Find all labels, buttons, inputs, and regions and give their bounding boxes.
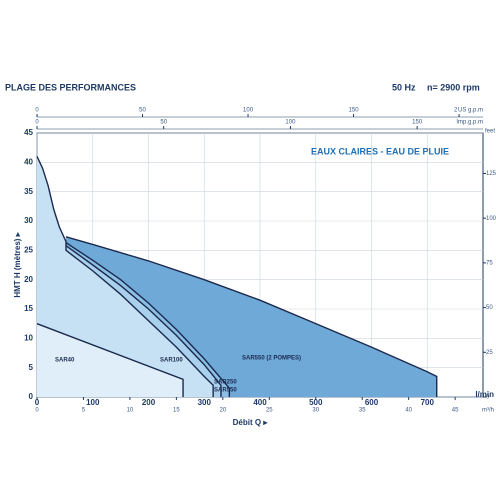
top-tick-label: 0 xyxy=(35,120,39,126)
y-tick-label: 35 xyxy=(24,187,33,196)
area-fill xyxy=(37,156,214,397)
speed: n= 2900 rpm xyxy=(427,82,480,92)
x-tick-label: 300 xyxy=(198,398,212,407)
x-tick-label: 400 xyxy=(253,398,267,407)
y2-tick-label: 0 xyxy=(486,395,490,401)
top-tick-label: 50 xyxy=(160,120,167,126)
series-label: SAR250 xyxy=(214,380,237,386)
y-tick-label: 15 xyxy=(24,304,33,313)
top-tick-label: 150 xyxy=(349,108,360,114)
y-tick-label: 5 xyxy=(29,363,34,372)
x2-tick-label: 30 xyxy=(312,408,319,414)
x2-tick-label: 5 xyxy=(82,408,86,414)
x2-tick-label: 10 xyxy=(127,408,134,414)
series-label: SAR550 xyxy=(214,388,237,394)
top-tick-label: 150 xyxy=(412,120,423,126)
x2-tick-label: 20 xyxy=(219,408,226,414)
x2-tick-label: 0 xyxy=(35,408,39,414)
y-tick-label: 40 xyxy=(24,157,33,166)
series-label: SAR550 (2 POMPES) xyxy=(242,356,301,362)
y-axis-title: HMT H (mètres) ▸ xyxy=(13,231,22,297)
top-tick-label: 0 xyxy=(35,108,39,114)
x-unit: l/min xyxy=(475,390,494,399)
series-label: SAR100 xyxy=(160,358,183,364)
x-axis-title: Débit Q ▸ xyxy=(233,418,269,427)
x4-unit: Imp.g.p.m xyxy=(456,120,483,126)
top-tick-label: 50 xyxy=(139,108,146,114)
series-label: SAR40 xyxy=(55,358,75,364)
top-tick-label: 100 xyxy=(285,120,296,126)
curve xyxy=(36,323,184,397)
curve xyxy=(65,242,231,397)
y-tick-label: 0 xyxy=(29,392,34,401)
y-tick-label: 20 xyxy=(24,275,33,284)
x2-tick-label: 45 xyxy=(452,408,459,414)
x2-tick-label: 25 xyxy=(266,408,273,414)
top-tick-label: 200 xyxy=(454,108,465,114)
y-tick-label: 10 xyxy=(24,333,33,342)
x2-tick-label: 40 xyxy=(405,408,412,414)
x-tick-label: 200 xyxy=(142,398,156,407)
x2-tick-label: 15 xyxy=(173,408,180,414)
x2-unit: m³/h xyxy=(482,408,494,414)
area-fill xyxy=(37,323,184,397)
x3-unit: US g.p.m xyxy=(458,108,483,114)
y2-tick-label: 25 xyxy=(486,350,493,356)
x-tick-label: 700 xyxy=(421,398,435,407)
curve xyxy=(65,236,438,397)
x-tick-label: 0 xyxy=(35,398,40,407)
frequency: 50 Hz xyxy=(392,82,416,92)
annotation: EAUX CLAIRES - EAU DE PLUIE xyxy=(311,146,449,156)
y2-unit: feet xyxy=(485,129,495,135)
y-tick-label: 45 xyxy=(24,128,33,137)
y-tick-label: 25 xyxy=(24,245,33,254)
x2-tick-label: 35 xyxy=(359,408,366,414)
x-tick-label: 600 xyxy=(365,398,379,407)
y2-tick-label: 50 xyxy=(486,305,493,311)
y-tick-label: 30 xyxy=(24,216,33,225)
y2-tick-label: 125 xyxy=(486,171,496,177)
y2-tick-label: 100 xyxy=(486,216,496,222)
x-tick-label: 500 xyxy=(309,398,323,407)
x-tick-label: 100 xyxy=(86,398,100,407)
top-tick-label: 100 xyxy=(243,108,254,114)
curve xyxy=(65,245,222,397)
y2-tick-label: 75 xyxy=(486,260,493,266)
curve xyxy=(36,156,214,397)
chart-title: PLAGE DES PERFORMANCES xyxy=(5,82,136,92)
